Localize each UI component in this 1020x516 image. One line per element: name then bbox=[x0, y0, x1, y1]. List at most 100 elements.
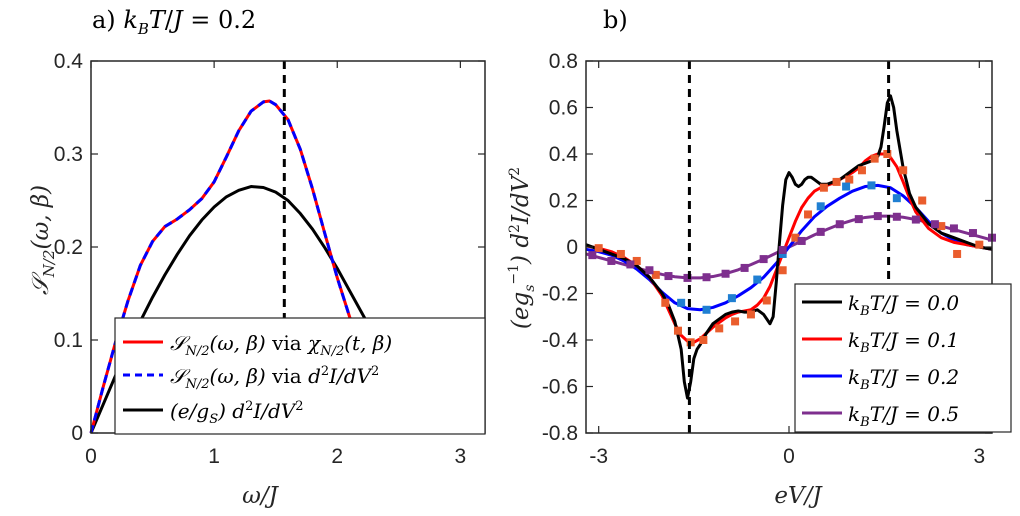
panel-b-data-marker bbox=[975, 240, 984, 249]
panel-b-data-marker bbox=[870, 154, 879, 163]
panel-b-data-marker bbox=[673, 326, 682, 335]
panel-b-data-marker bbox=[892, 194, 901, 203]
panel-b-data-marker bbox=[702, 305, 711, 314]
panel-b-data-marker bbox=[632, 256, 641, 265]
panel-b-title: b) bbox=[603, 6, 628, 34]
panel-b-data-marker bbox=[953, 249, 962, 258]
panel-b-data-marker bbox=[816, 202, 825, 211]
panel-b-data-marker bbox=[645, 266, 654, 275]
y-tick-label: -0.8 bbox=[542, 422, 578, 445]
panel-b: b) -3 0 3 -0.8 -0.6 -0.4 -0.2 0 0.2 0.4 0.6 0.8 eV/… bbox=[506, 6, 1012, 509]
panel-b-data-marker bbox=[937, 222, 946, 231]
panel-b-data-marker bbox=[845, 175, 854, 184]
panel-b-data-marker bbox=[835, 220, 844, 229]
panel-a-title: a) kBT/J = 0.2 bbox=[92, 6, 256, 38]
y-tick-label: 0 bbox=[71, 422, 83, 445]
panel-b-data-marker bbox=[753, 275, 762, 284]
legend-entry-1: 𝒮N/2(ω, β) via χN/2(t, β) bbox=[170, 331, 392, 359]
panel-b-data-marker bbox=[867, 181, 876, 190]
panel-b-data-marker bbox=[778, 246, 787, 255]
panel-b-data-marker bbox=[911, 215, 920, 224]
y-tick-label: 0.1 bbox=[54, 329, 83, 352]
panel-b-data-marker bbox=[804, 210, 813, 219]
panel-b-data-marker bbox=[791, 233, 800, 242]
panel-b-legend: kBT/J = 0.0 kBT/J = 0.1 kBT/J = 0.2 kBT/J =… bbox=[794, 283, 1012, 433]
panel-b-data-marker bbox=[651, 270, 660, 279]
panel-b-data-marker bbox=[677, 298, 686, 307]
panel-b-ticks: -3 0 3 -0.8 -0.6 -0.4 -0.2 0 0.2 0.4 0.6 0.8 bbox=[542, 50, 992, 468]
panel-b-data-marker bbox=[816, 227, 825, 236]
legend-entry: kBT/J = 0.5 bbox=[848, 402, 959, 430]
panel-b-data-marker bbox=[762, 296, 771, 305]
panel-b-data-marker bbox=[740, 263, 749, 272]
legend-entry-3: (e/gS) d2I/dV2 bbox=[170, 399, 304, 427]
panel-a-legend: 𝒮N/2(ω, β) via χN/2(t, β) 𝒮N/2(ω, β) via… bbox=[114, 317, 486, 435]
panel-b-data-marker bbox=[797, 236, 806, 245]
panel-b-series-line bbox=[585, 94, 993, 400]
panel-b-data-marker bbox=[616, 249, 625, 258]
y-tick-label: 0.4 bbox=[54, 50, 84, 73]
panel-a-series-line bbox=[89, 99, 388, 434]
legend-entry: kBT/J = 0.2 bbox=[848, 365, 959, 393]
panel-b-data-marker bbox=[819, 183, 828, 192]
panel-b-data-marker bbox=[664, 272, 673, 281]
y-tick-label: 0.6 bbox=[549, 97, 578, 120]
y-tick-label: 0 bbox=[566, 236, 578, 259]
panel-b-data-marker bbox=[899, 166, 908, 175]
panel-b-data-marker bbox=[892, 212, 901, 221]
panel-b-data-marker bbox=[715, 324, 724, 333]
y-tick-label: 0.2 bbox=[549, 190, 578, 213]
panel-b-data-marker bbox=[854, 215, 863, 224]
panel-b-data-marker bbox=[832, 177, 841, 186]
panel-b-data-marker bbox=[727, 294, 736, 303]
panel-b-data-marker bbox=[702, 273, 711, 282]
panel-b-data-marker bbox=[968, 229, 977, 238]
panel-b-data-marker bbox=[626, 260, 635, 269]
svg-text:(egs−1) d2I/dV2: (egs−1) d2I/dV2 bbox=[506, 167, 538, 329]
panel-a-legend-box bbox=[114, 317, 486, 435]
x-tick-label: 0 bbox=[85, 445, 97, 468]
panel-b-data-marker bbox=[661, 298, 670, 307]
panel-a-x-axis-label: ω/J bbox=[242, 483, 280, 509]
panel-b-x-axis-label: eV/J bbox=[774, 483, 823, 509]
x-tick-label: 2 bbox=[331, 445, 343, 468]
panel-b-data-marker bbox=[759, 255, 768, 264]
legend-entry: kBT/J = 0.1 bbox=[848, 328, 959, 356]
panel-b-data-marker bbox=[857, 166, 866, 175]
y-tick-label: 0.4 bbox=[549, 143, 579, 166]
y-tick-label: 0.3 bbox=[54, 143, 83, 166]
panel-a: a) kBT/J = 0.2 0 1 2 3 0 0.1 0.2 0.3 0.4 ω/J 𝒮N/… bbox=[28, 6, 486, 509]
panel-b-legend-box bbox=[794, 283, 1012, 433]
legend-entry: kBT/J = 0.0 bbox=[848, 291, 959, 319]
x-tick-label: 3 bbox=[973, 445, 985, 468]
panel-b-data-marker bbox=[842, 182, 851, 191]
y-tick-label: -0.4 bbox=[542, 329, 579, 352]
panel-b-data-marker bbox=[883, 150, 892, 158]
panel-b-data-marker bbox=[731, 317, 740, 326]
panel-b-data-marker bbox=[930, 220, 939, 229]
panel-b-data-marker bbox=[594, 244, 603, 253]
y-tick-label: -0.2 bbox=[542, 283, 578, 306]
y-tick-label: 0.2 bbox=[54, 236, 83, 259]
y-tick-label: -0.6 bbox=[542, 376, 578, 399]
panel-b-data-marker bbox=[721, 269, 730, 278]
x-tick-label: -3 bbox=[589, 445, 608, 468]
panel-b-data-marker bbox=[683, 273, 692, 282]
y-tick-label: 0.8 bbox=[549, 50, 578, 73]
x-tick-label: 1 bbox=[208, 445, 220, 468]
panel-a-y-axis-label: 𝒮N/2(ω, β) bbox=[28, 185, 58, 295]
svg-text:𝒮N/2(ω, β): 𝒮N/2(ω, β) bbox=[28, 185, 58, 295]
panel-b-data-marker bbox=[778, 266, 787, 275]
panel-b-data-marker bbox=[918, 196, 927, 205]
panel-b-data-marker bbox=[746, 310, 755, 319]
panel-b-data-marker bbox=[588, 251, 597, 260]
panel-b-data-marker bbox=[873, 212, 882, 221]
panel-b-data-marker bbox=[607, 256, 616, 265]
panel-b-y-axis-label: (egs−1) d2I/dV2 bbox=[506, 167, 538, 329]
x-tick-label: 3 bbox=[455, 445, 467, 468]
x-tick-label: 0 bbox=[783, 445, 795, 468]
panel-b-data-marker bbox=[699, 336, 708, 344]
legend-entry-2: 𝒮N/2(ω, β) via d2I/dV2 bbox=[170, 364, 379, 392]
panel-b-data-marker bbox=[949, 224, 958, 233]
